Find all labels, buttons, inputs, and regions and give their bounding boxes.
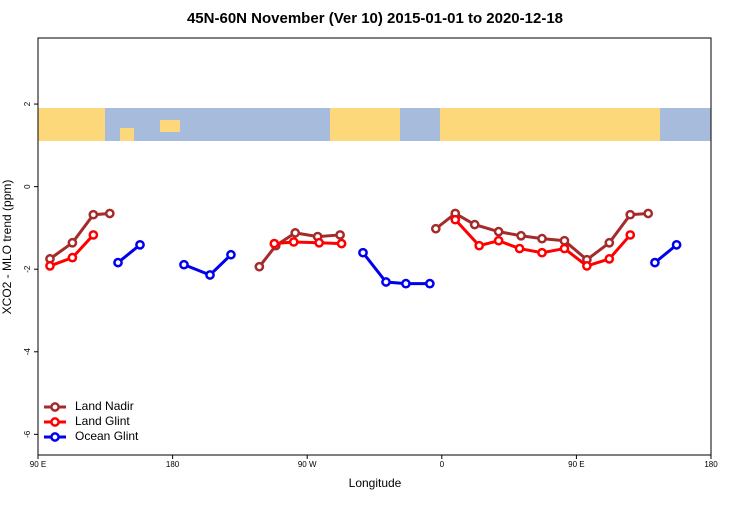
point	[604, 254, 615, 264]
point	[493, 235, 504, 246]
y-tick-label: 0	[23, 184, 32, 189]
point	[104, 208, 115, 219]
legend-label: Land Glint	[75, 414, 130, 428]
point	[336, 238, 347, 249]
point	[67, 252, 78, 263]
point	[643, 208, 654, 219]
x-tick-label: 90 E	[568, 460, 584, 469]
y-tick-label: -4	[23, 348, 32, 356]
point	[67, 237, 78, 248]
point	[604, 237, 615, 248]
point	[671, 239, 682, 250]
x-tick-label: 90 W	[298, 460, 317, 469]
point	[179, 259, 189, 270]
point	[288, 237, 299, 247]
point	[401, 278, 411, 289]
point	[335, 230, 345, 240]
point	[650, 257, 660, 268]
legend-label: Land Nadir	[75, 399, 134, 413]
point	[537, 233, 547, 244]
x-tick-label: 0	[440, 460, 445, 469]
point	[205, 270, 215, 280]
x-tick-label: 180	[704, 460, 718, 469]
x-axis-label: Longitude	[349, 476, 402, 490]
point	[113, 257, 123, 268]
point	[254, 261, 265, 272]
point	[358, 247, 368, 258]
point	[582, 261, 592, 271]
point	[450, 214, 461, 225]
y-tick-label: 2	[23, 101, 32, 106]
point	[314, 237, 325, 248]
point	[537, 247, 547, 258]
point	[45, 261, 55, 271]
point	[226, 249, 236, 260]
point	[625, 209, 636, 220]
point	[424, 278, 435, 289]
point	[493, 226, 504, 237]
point	[474, 240, 485, 251]
chart-title: 45N-60N November (Ver 10) 2015-01-01 to …	[187, 10, 563, 27]
point	[290, 228, 301, 238]
legend-label: Ocean Glint	[75, 429, 139, 443]
y-axis-label: XCO2 - MLO trend (ppm)	[0, 180, 14, 315]
point	[430, 223, 441, 234]
point	[559, 243, 570, 254]
point	[625, 230, 636, 240]
legend-marker	[50, 432, 60, 442]
y-tick-label: -2	[23, 265, 32, 273]
point	[469, 219, 480, 230]
map-band	[38, 108, 711, 141]
legend-marker	[50, 402, 60, 412]
point	[88, 209, 99, 220]
point	[516, 230, 526, 241]
x-tick-label: 180	[166, 460, 180, 469]
y-tick-label: -6	[23, 430, 32, 438]
point	[269, 238, 280, 249]
x-tick-label: 90 E	[30, 460, 46, 469]
legend-marker	[50, 417, 60, 427]
point	[88, 230, 99, 240]
point	[514, 243, 525, 254]
plot-frame	[37, 37, 712, 456]
point	[135, 239, 145, 250]
point	[559, 235, 570, 246]
point	[381, 277, 391, 287]
